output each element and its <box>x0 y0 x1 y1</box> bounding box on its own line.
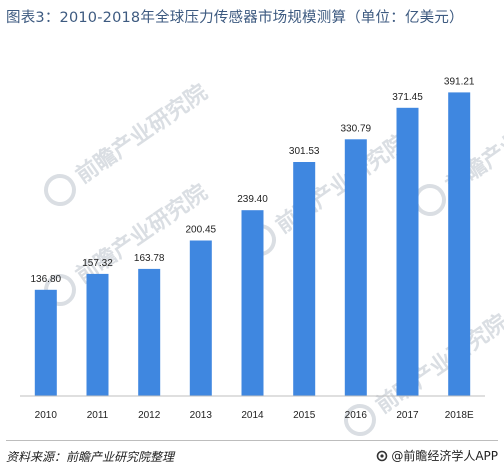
x-tick-label-2013: 2013 <box>190 410 213 421</box>
x-tick-label-2016: 2016 <box>345 410 368 421</box>
bar-chart: 前瞻产业研究院 前瞻产业研究院 前瞻产业研究院 前瞻产业研究院 前瞻产业研究院 … <box>20 76 504 436</box>
x-tick-label-2014: 2014 <box>241 410 264 421</box>
value-label-2017: 371.45 <box>392 92 423 103</box>
bar-2016 <box>344 139 367 397</box>
brand-credit: @前瞻经济学人APP <box>376 447 498 464</box>
brand-text: @前瞻经济学人APP <box>391 449 498 463</box>
value-label-2018E: 391.21 <box>444 76 475 87</box>
watermark-text: 前瞻产业研究院 <box>71 79 212 189</box>
value-label-2011: 157.32 <box>82 258 113 269</box>
value-labels-group: 136.80 157.32 163.78 200.45 239.40 301.53 330.… <box>31 76 475 284</box>
value-label-2010: 136.80 <box>31 274 62 285</box>
footer: 资料来源：前瞻产业研究院整理 @前瞻经济学人APP <box>0 440 504 470</box>
bar-2017 <box>396 107 419 397</box>
x-tick-label-2011: 2011 <box>87 410 109 421</box>
watermark-logo-icon <box>344 404 376 436</box>
footer-divider <box>6 440 498 441</box>
x-tick-labels-group: 2010 2011 2012 2013 2014 2015 2016 2017 2018E <box>35 410 474 421</box>
value-label-2015: 301.53 <box>289 146 320 157</box>
bar-2010 <box>34 289 57 396</box>
bar-2013 <box>189 240 212 396</box>
bars-group <box>34 92 471 397</box>
x-tick-label-2017: 2017 <box>396 410 419 421</box>
value-label-2013: 200.45 <box>186 225 217 236</box>
value-label-2012: 163.78 <box>134 253 165 264</box>
x-tick-label-2012: 2012 <box>138 410 161 421</box>
chart-title: 图表3：2010-2018年全球压力传感器市场规模测算（单位：亿美元） <box>6 10 464 26</box>
bar-2015 <box>293 162 316 396</box>
x-tick-label-2018E: 2018E <box>445 410 474 421</box>
watermark-logo-icon <box>44 174 76 206</box>
source-note: 资料来源：前瞻产业研究院整理 <box>6 450 175 464</box>
x-tick-label-2010: 2010 <box>35 410 58 421</box>
bar-2018E <box>448 92 471 397</box>
x-tick-label-2015: 2015 <box>293 410 316 421</box>
watermark-logo-icon <box>414 184 446 216</box>
bar-2014 <box>241 210 264 396</box>
bar-2012 <box>138 268 161 396</box>
bar-2011 <box>86 273 109 396</box>
value-label-2014: 239.40 <box>237 194 268 205</box>
qianzhan-logo-icon <box>377 450 388 461</box>
watermark-text: 前瞻产业研究院 <box>371 309 504 419</box>
value-label-2016: 330.79 <box>341 123 372 134</box>
